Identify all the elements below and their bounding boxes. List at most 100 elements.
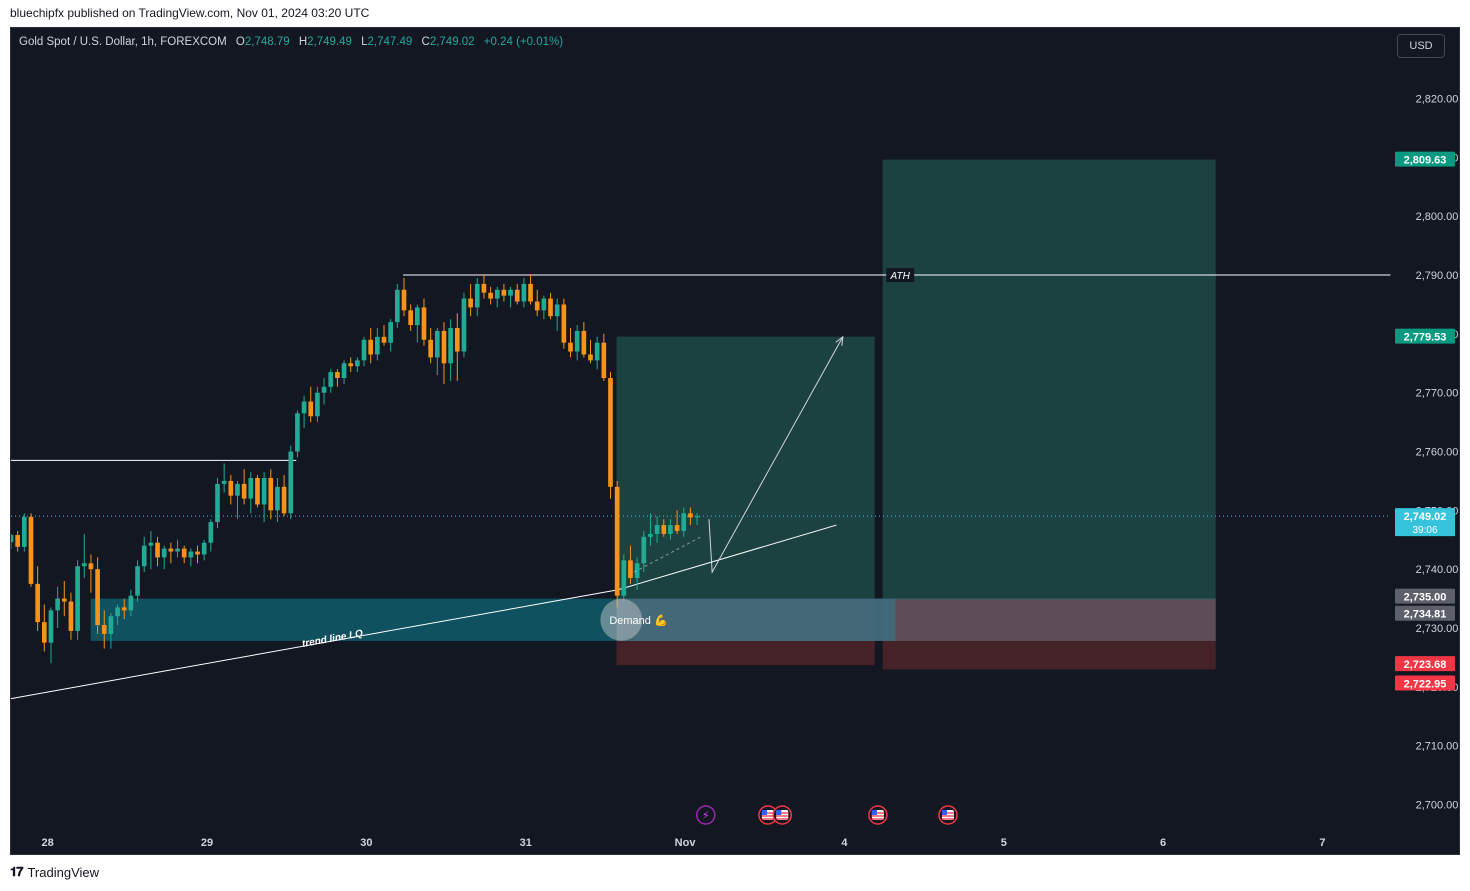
candle-body: [581, 330, 587, 355]
candle-body: [508, 289, 513, 296]
time-axis: 28 29 30 31 Nov 4 5 6 7: [11, 828, 1459, 854]
candle-body: [115, 607, 120, 617]
candle-body: [235, 483, 240, 496]
currency-button[interactable]: USD: [1397, 34, 1445, 58]
demand-marker: [600, 598, 643, 641]
candle-body: [208, 522, 214, 543]
candle-body: [68, 601, 74, 631]
candle-body: [534, 301, 540, 311]
candle-body: [454, 328, 460, 352]
candle-body: [181, 548, 187, 558]
candle-body: [321, 386, 327, 393]
demand-zone-extension: [616, 598, 1216, 641]
price-tick: 2,820.00: [1416, 94, 1459, 106]
time-tick: 30: [360, 837, 372, 849]
candle-body: [281, 486, 287, 514]
candle-body: [621, 560, 627, 596]
candle-body: [141, 545, 147, 567]
candle-body: [315, 392, 320, 417]
candle-body: [395, 289, 400, 323]
candle-body: [614, 486, 620, 596]
price-label-bg: [1395, 588, 1455, 604]
candle-body: [341, 363, 347, 378]
time-tick: Nov: [675, 837, 697, 849]
target-zone-1: [616, 336, 875, 599]
candle-body: [694, 516, 700, 518]
chart-panel[interactable]: ATH trend line LQ Demand 💪 2,700.00 2,710.…: [10, 27, 1460, 855]
candle-body: [514, 289, 520, 302]
candle-body: [601, 342, 607, 378]
candle-body: [288, 451, 294, 514]
candle-body: [201, 542, 207, 555]
price-label: 2,809.63: [1404, 155, 1447, 167]
time-tick: 28: [42, 837, 54, 849]
price-label-bg: [1395, 328, 1455, 344]
candle-body: [161, 548, 167, 558]
candle-body: [588, 354, 593, 361]
candle-body: [688, 513, 693, 518]
candle-body: [28, 516, 34, 584]
candle-body: [188, 551, 194, 558]
zones-layer: [90, 159, 1216, 670]
candle-body: [48, 610, 54, 643]
ohlc-legend: Gold Spot / U.S. Dollar, 1h, FOREXCOM O2…: [19, 36, 563, 48]
target-zone-2: [882, 159, 1216, 600]
ath-label: ATH: [890, 271, 911, 282]
time-tick: 31: [520, 837, 532, 849]
publisher-caption: bluechipfx published on TradingView.com,…: [10, 6, 370, 20]
candle-body: [668, 525, 673, 534]
candle-body: [441, 330, 447, 364]
candle-body: [661, 525, 667, 534]
projection-path: [708, 336, 844, 574]
high-label: H: [298, 36, 308, 48]
high-value: 2,749.49: [307, 36, 352, 48]
us-flag-icon-canton: [776, 810, 782, 815]
candle-body: [55, 598, 60, 611]
price-tick: 2,760.00: [1416, 447, 1459, 459]
projection-dashed: [633, 536, 702, 573]
candle-body: [241, 483, 247, 499]
candle-body: [461, 298, 467, 352]
candle-body: [228, 480, 234, 496]
candle-body: [361, 339, 367, 361]
candle-body: [388, 322, 394, 343]
candle-body: [481, 283, 487, 293]
candle-body: [88, 563, 94, 570]
candle-body: [21, 516, 27, 547]
price-tick: 2,730.00: [1416, 623, 1459, 635]
candle-body: [248, 478, 254, 499]
candle-body: [195, 551, 200, 555]
demand-label: Demand 💪: [609, 614, 667, 627]
candle-body: [501, 289, 507, 296]
candle-body: [628, 560, 633, 578]
candle-body: [608, 378, 613, 487]
candle-body: [528, 283, 533, 302]
candle-body: [135, 566, 140, 596]
candle-body: [488, 292, 493, 299]
tradingview-logo-icon: 𝟏𝟕: [10, 864, 24, 879]
energy-icon-glyph: ⚡: [702, 809, 710, 822]
candle-body: [574, 330, 580, 352]
close-value: 2,749.02: [429, 36, 475, 48]
us-flag-icon-canton: [871, 810, 877, 815]
price-tick: 2,700.00: [1416, 799, 1459, 811]
footer-logo-text[interactable]: TradingView: [27, 864, 100, 880]
candle-body: [674, 525, 680, 531]
change-value: +0.24 (+0.01%): [483, 36, 564, 48]
candle-body: [308, 401, 314, 417]
trend-line-lq: [11, 589, 619, 700]
open-label: O: [235, 36, 245, 48]
candle-body: [261, 478, 267, 505]
candle-body: [295, 413, 300, 452]
candle-body: [548, 298, 553, 317]
energy-icon: [696, 805, 716, 825]
time-tick: 4: [841, 837, 848, 849]
candle-body: [268, 478, 274, 511]
low-value: 2,747.49: [367, 36, 413, 48]
candle-body: [474, 283, 480, 308]
candle-body: [414, 307, 420, 326]
candle-body: [101, 625, 107, 634]
candle-body: [421, 307, 427, 340]
ath-label-bg: [886, 268, 915, 283]
